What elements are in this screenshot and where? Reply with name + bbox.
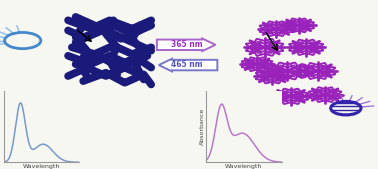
Y-axis label: Absorbance: Absorbance [200,108,204,145]
X-axis label: Wavelength: Wavelength [23,164,60,169]
X-axis label: Wavelength: Wavelength [225,164,262,169]
FancyArrow shape [157,39,215,51]
Text: 465 nm: 465 nm [170,60,202,69]
Text: 365 nm: 365 nm [170,40,202,49]
Y-axis label: Absorbance: Absorbance [0,108,2,145]
FancyArrow shape [159,59,217,71]
